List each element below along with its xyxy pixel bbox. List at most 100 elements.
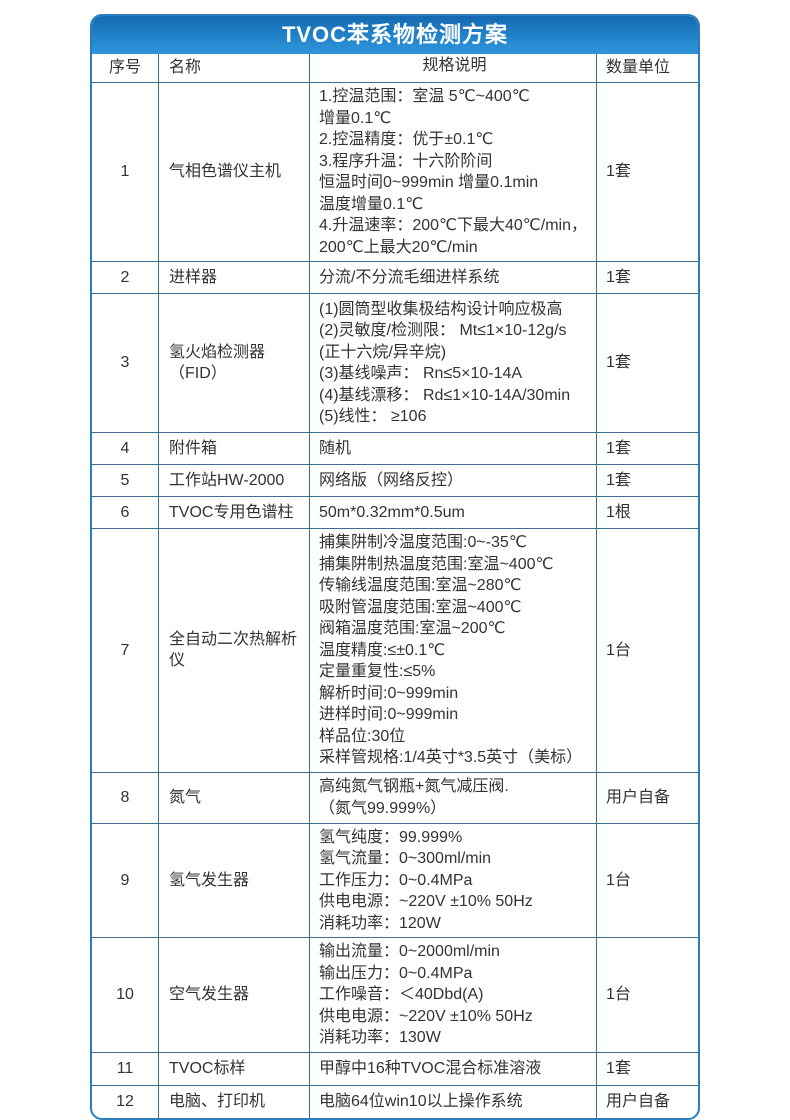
- row-name: TVOC专用色谱柱: [158, 497, 309, 528]
- row-no: 12: [116, 1092, 134, 1110]
- spec-line: 温度精度:≤±0.1℃: [319, 641, 446, 659]
- spec-line: 阀箱温度范围:室温~200℃: [319, 620, 506, 637]
- row-no: 2: [120, 268, 130, 286]
- spec-line: (2)灵敏度/检测限： Mt≤1×10-12g/s: [319, 322, 567, 339]
- spec-line: 解析时间:0~999min: [319, 684, 459, 702]
- spec-line: 供电电源：~220V ±10% 50Hz: [319, 1007, 533, 1025]
- spec-line: （氮气99.999%）: [319, 799, 447, 817]
- spec-line: (正十六烷/异辛烷): [319, 343, 447, 361]
- table-row: 12 电脑、打印机 电脑64位win10以上操作系统 用户自备: [92, 1084, 698, 1118]
- row-qty: 1套: [596, 1052, 698, 1085]
- spec-line: 恒温时间0~999min 增量0.1min: [319, 174, 539, 191]
- row-no: 1: [120, 163, 130, 181]
- spec-line: 工作压力：0~0.4MPa: [319, 871, 473, 889]
- row-qty: 用户自备: [596, 1085, 698, 1118]
- row-name: 附件箱: [158, 433, 309, 464]
- spec-line: 输出流量：0~2000ml/min: [319, 943, 500, 960]
- row-name: 进样器: [158, 262, 309, 293]
- spec-line: 采样管规格:1/4英寸*3.5英寸（美标）: [319, 749, 583, 766]
- table-row: 3 氢火焰检测器（FID） (1)圆筒型收集极结构设计响应极高 (2)灵敏度/检…: [92, 293, 698, 432]
- row-qty: 1台: [596, 529, 698, 772]
- spec-line: 传输线温度范围:室温~280℃: [319, 577, 522, 594]
- spec-line: 进样时间:0~999min: [319, 706, 459, 723]
- table-row: 8 氮气 高纯氮气钢瓶+氮气减压阀. （氮气99.999%） 用户自备: [92, 771, 698, 823]
- spec-line: (5)线性： ≥106: [319, 408, 427, 425]
- row-no: 8: [120, 788, 130, 806]
- page-title: TVOC苯系物检测方案: [92, 16, 698, 54]
- spec-line: 捕集阱制冷温度范围:0~-35℃: [319, 534, 527, 551]
- spec-line: 2.控温精度：优于±0.1℃: [319, 131, 494, 148]
- row-qty: 1套: [596, 433, 698, 464]
- spec-line: 吸附管温度范围:室温~400℃: [319, 598, 522, 616]
- spec-line: 高纯氮气钢瓶+氮气减压阀.: [319, 778, 509, 795]
- table-row: 5 工作站HW-2000 网络版（网络反控） 1套: [92, 464, 698, 496]
- spec-line: 随机: [319, 439, 352, 457]
- header-name: 名称: [158, 54, 309, 82]
- row-spec: 捕集阱制冷温度范围:0~-35℃ 捕集阱制热温度范围:室温~400℃ 传输线温度…: [309, 529, 596, 772]
- row-spec: 随机: [309, 433, 596, 464]
- row-qty: 1台: [596, 938, 698, 1052]
- row-qty: 1套: [596, 83, 698, 261]
- spec-line: 增量0.1℃: [319, 109, 392, 127]
- row-name: 电脑、打印机: [158, 1085, 309, 1118]
- table-row: 6 TVOC专用色谱柱 50m*0.32mm*0.5um 1根: [92, 496, 698, 528]
- header-spec: 规格说明: [309, 54, 596, 82]
- row-spec: 氢气纯度：99.999% 氢气流量：0~300ml/min 工作压力：0~0.4…: [309, 823, 596, 937]
- row-spec: 输出流量：0~2000ml/min 输出压力：0~0.4MPa 工作噪音：＜40…: [309, 938, 596, 1052]
- table-row: 2 进样器 分流/不分流毛细进样系统 1套: [92, 261, 698, 293]
- table-row: 4 附件箱 随机 1套: [92, 432, 698, 464]
- row-no: 5: [120, 471, 130, 489]
- spec-line: 氢气纯度：99.999%: [319, 828, 463, 846]
- spec-line: 输出压力：0~0.4MPa: [319, 964, 473, 982]
- spec-line: 定量重复性:≤5%: [319, 663, 436, 680]
- row-name: 氮气: [158, 772, 309, 823]
- spec-line: 分流/不分流毛细进样系统: [319, 268, 500, 286]
- table-header-row: 序号 名称 规格说明 数量单位: [92, 54, 698, 82]
- row-name: 全自动二次热解析仪: [158, 529, 309, 772]
- row-qty: 用户自备: [596, 772, 698, 823]
- row-qty: 1台: [596, 823, 698, 937]
- row-no: 6: [120, 503, 130, 521]
- row-spec: 1.控温范围：室温 5℃~400℃ 增量0.1℃ 2.控温精度：优于±0.1℃ …: [309, 83, 596, 261]
- spec-line: 4.升温速率：200℃下最大40℃/min，: [319, 217, 588, 234]
- table-row: 11 TVOC标样 甲醇中16种TVOC混合标准溶液 1套: [92, 1051, 698, 1085]
- table-row: 9 氢气发生器 氢气纯度：99.999% 氢气流量：0~300ml/min 工作…: [92, 822, 698, 937]
- row-spec: 50m*0.32mm*0.5um: [309, 497, 596, 528]
- spec-line: 消耗功率：120W: [319, 914, 441, 932]
- row-no: 11: [116, 1059, 134, 1077]
- header-no: 序号: [108, 59, 141, 77]
- spec-sheet: TVOC苯系物检测方案 序号 名称 规格说明 数量单位 1 气相色谱仪主机 1.…: [90, 14, 700, 1120]
- spec-line: 200℃上最大20℃/min: [319, 238, 478, 256]
- row-qty: 1套: [596, 262, 698, 293]
- row-no: 7: [120, 641, 130, 659]
- spec-line: 工作噪音：＜40Dbd(A): [319, 986, 484, 1003]
- spec-line: 甲醇中16种TVOC混合标准溶液: [319, 1059, 542, 1077]
- table-row: 1 气相色谱仪主机 1.控温范围：室温 5℃~400℃ 增量0.1℃ 2.控温精…: [92, 82, 698, 261]
- header-qty: 数量单位: [596, 54, 698, 82]
- spec-line: (4)基线漂移： Rd≤1×10-14A/30min: [319, 386, 571, 404]
- row-spec: 网络版（网络反控）: [309, 465, 596, 496]
- row-name: 空气发生器: [158, 938, 309, 1052]
- row-no: 9: [120, 871, 130, 889]
- spec-line: (3)基线噪声： Rn≤5×10-14A: [319, 365, 523, 382]
- row-spec: 分流/不分流毛细进样系统: [309, 262, 596, 293]
- row-no: 3: [120, 354, 130, 372]
- spec-line: 1.控温范围：室温 5℃~400℃: [319, 88, 530, 105]
- row-name: 氢火焰检测器（FID）: [158, 294, 309, 432]
- table-row: 10 空气发生器 输出流量：0~2000ml/min 输出压力：0~0.4MPa…: [92, 937, 698, 1052]
- spec-line: 供电电源：~220V ±10% 50Hz: [319, 893, 533, 910]
- row-name: 气相色谱仪主机: [158, 83, 309, 261]
- table-row: 7 全自动二次热解析仪 捕集阱制冷温度范围:0~-35℃ 捕集阱制热温度范围:室…: [92, 528, 698, 772]
- row-spec: 电脑64位win10以上操作系统: [309, 1085, 596, 1118]
- row-spec: (1)圆筒型收集极结构设计响应极高 (2)灵敏度/检测限： Mt≤1×10-12…: [309, 294, 596, 432]
- spec-line: (1)圆筒型收集极结构设计响应极高: [319, 300, 563, 318]
- spec-line: 电脑64位win10以上操作系统: [319, 1092, 523, 1110]
- spec-line: 捕集阱制热温度范围:室温~400℃: [319, 555, 554, 573]
- row-qty: 1套: [596, 465, 698, 496]
- row-name: 氢气发生器: [158, 823, 309, 937]
- row-no: 4: [120, 439, 130, 457]
- spec-line: 样品位:30位: [319, 727, 406, 745]
- row-qty: 1根: [596, 497, 698, 528]
- spec-line: 消耗功率：130W: [319, 1029, 441, 1046]
- spec-line: 3.程序升温：十六阶阶间: [319, 152, 493, 170]
